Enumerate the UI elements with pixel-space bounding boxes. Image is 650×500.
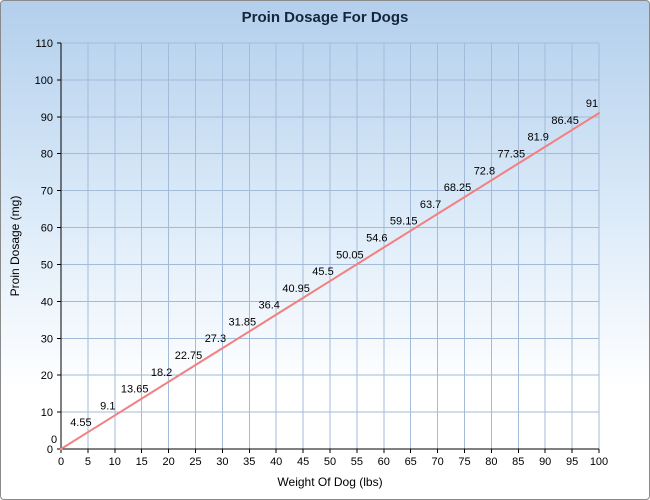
point-label: 81.9 [527, 132, 548, 144]
y-tick-label: 0 [47, 444, 53, 456]
point-label: 31.85 [229, 316, 257, 328]
x-tick-label: 50 [324, 456, 336, 468]
point-label: 9.1 [100, 400, 115, 412]
x-tick-label: 45 [297, 456, 309, 468]
x-tick-label: 95 [566, 456, 578, 468]
point-label: 77.35 [498, 149, 526, 161]
point-label: 40.95 [282, 283, 310, 295]
x-tick-label: 30 [216, 456, 228, 468]
point-label: 27.3 [205, 333, 226, 345]
y-tick-label: 60 [41, 223, 53, 235]
point-label: 0 [51, 434, 57, 446]
point-label: 18.2 [151, 367, 172, 379]
point-label: 50.05 [336, 249, 364, 261]
x-tick-label: 20 [162, 456, 174, 468]
x-tick-label: 10 [109, 456, 121, 468]
y-tick-label: 70 [41, 186, 53, 198]
x-tick-label: 55 [351, 456, 363, 468]
y-tick-label: 30 [41, 333, 53, 345]
y-tick-label: 40 [41, 296, 53, 308]
x-tick-label: 60 [378, 456, 390, 468]
x-tick-label: 15 [136, 456, 148, 468]
point-label: 54.6 [366, 232, 387, 244]
y-tick-label: 80 [41, 149, 53, 161]
y-tick-label: 110 [35, 38, 53, 50]
point-label: 45.5 [312, 266, 333, 278]
point-label: 63.7 [420, 199, 441, 211]
point-label: 4.55 [70, 417, 91, 429]
point-label: 36.4 [258, 300, 279, 312]
x-tick-label: 80 [485, 456, 497, 468]
x-tick-label: 85 [512, 456, 524, 468]
y-tick-label: 90 [41, 112, 53, 124]
x-tick-label: 75 [458, 456, 470, 468]
dosage-line [60, 112, 600, 450]
x-tick-label: 40 [270, 456, 282, 468]
point-label: 72.8 [474, 165, 495, 177]
x-tick-label: 25 [189, 456, 201, 468]
x-tick-label: 65 [405, 456, 417, 468]
x-tick-label: 0 [58, 456, 64, 468]
point-label: 68.25 [444, 182, 472, 194]
y-tick-label: 50 [41, 259, 53, 271]
point-label: 22.75 [175, 350, 203, 362]
x-tick-label: 100 [590, 456, 608, 468]
x-axis-title: Weight Of Dog (lbs) [277, 475, 383, 489]
y-tick-label: 10 [41, 407, 53, 419]
x-tick-label: 70 [431, 456, 443, 468]
point-label: 86.45 [551, 115, 579, 127]
point-label: 91 [586, 98, 598, 110]
x-tick-label: 35 [243, 456, 255, 468]
y-tick-label: 100 [35, 75, 53, 87]
y-tick-label: 20 [41, 370, 53, 382]
x-tick-label: 90 [539, 456, 551, 468]
point-label: 13.65 [121, 384, 149, 396]
point-label: 59.15 [390, 216, 418, 228]
chart-title: Proin Dosage For Dogs [241, 9, 409, 26]
x-tick-label: 5 [85, 456, 91, 468]
